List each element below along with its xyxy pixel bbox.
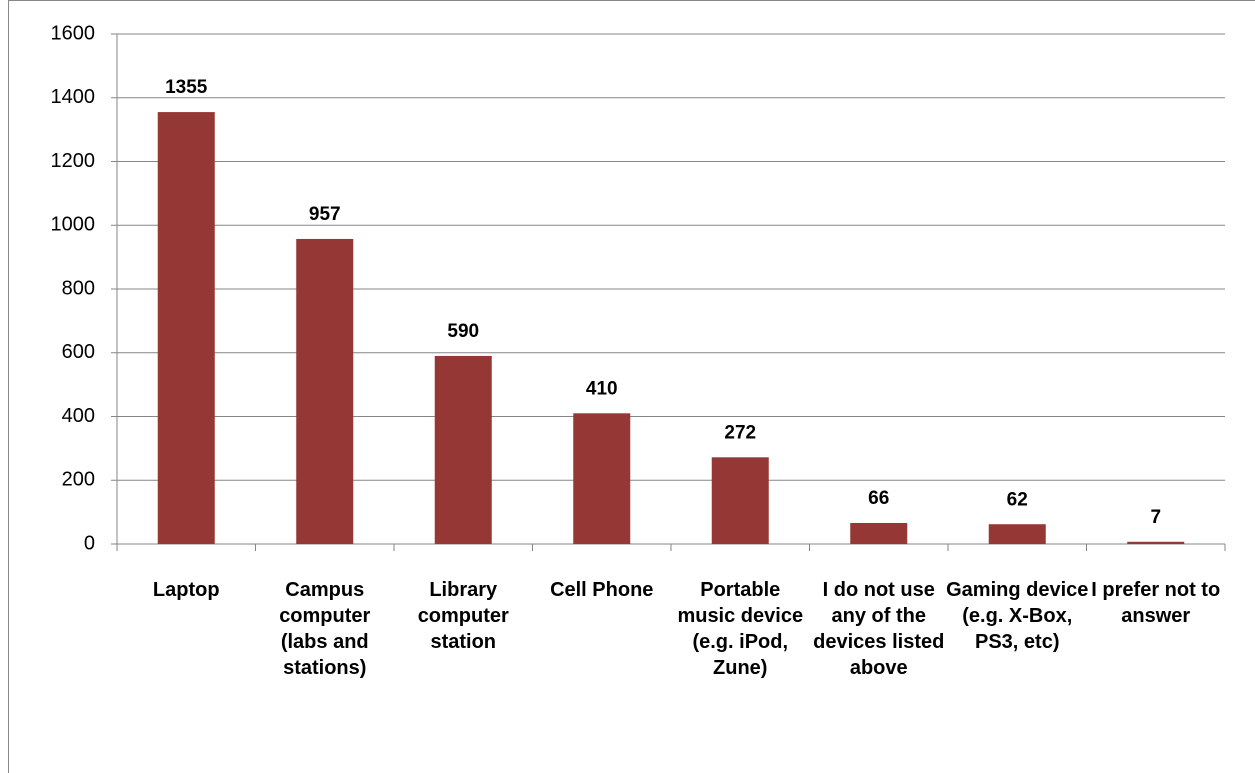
bar	[850, 522, 908, 544]
y-tick-label: 1000	[51, 214, 96, 236]
x-tick-label: Cell Phone	[550, 579, 654, 601]
x-tick-label: I do not use any of the devices listed a…	[813, 579, 945, 679]
x-tick-label: Portable music device (e.g. iPod, Zune)	[677, 579, 804, 679]
x-tick-label: I prefer not to answer	[1091, 579, 1221, 627]
data-label: 1355	[165, 77, 208, 98]
x-tick-label: Laptop	[152, 579, 220, 601]
x-tick-label: Gaming device (e.g. X-Box, PS3, etc)	[946, 579, 1089, 653]
data-label: 590	[447, 321, 479, 342]
y-tick-label: 200	[62, 469, 95, 491]
bar	[988, 524, 1046, 544]
data-label: 62	[1007, 489, 1028, 510]
bar	[711, 457, 769, 544]
y-tick-label: 1600	[51, 22, 96, 44]
y-tick-label: 600	[62, 341, 95, 363]
y-tick-label: 400	[62, 405, 95, 427]
y-tick-label: 800	[62, 277, 95, 299]
data-label: 66	[868, 488, 889, 509]
x-tick-label: Campus computer (labs and stations)	[279, 579, 371, 679]
bar	[434, 355, 492, 544]
bar	[296, 238, 354, 545]
y-tick-label: 1400	[51, 86, 96, 108]
data-label: 7	[1150, 507, 1161, 528]
bar	[573, 413, 631, 544]
data-label: 272	[724, 422, 756, 443]
bar	[157, 112, 215, 544]
y-tick-label: 1200	[51, 150, 96, 172]
data-label: 957	[309, 204, 341, 225]
x-tick-label: Library computer station	[417, 579, 509, 653]
y-tick-label: 0	[84, 532, 95, 554]
bar	[1127, 541, 1185, 544]
data-label: 410	[586, 378, 618, 399]
